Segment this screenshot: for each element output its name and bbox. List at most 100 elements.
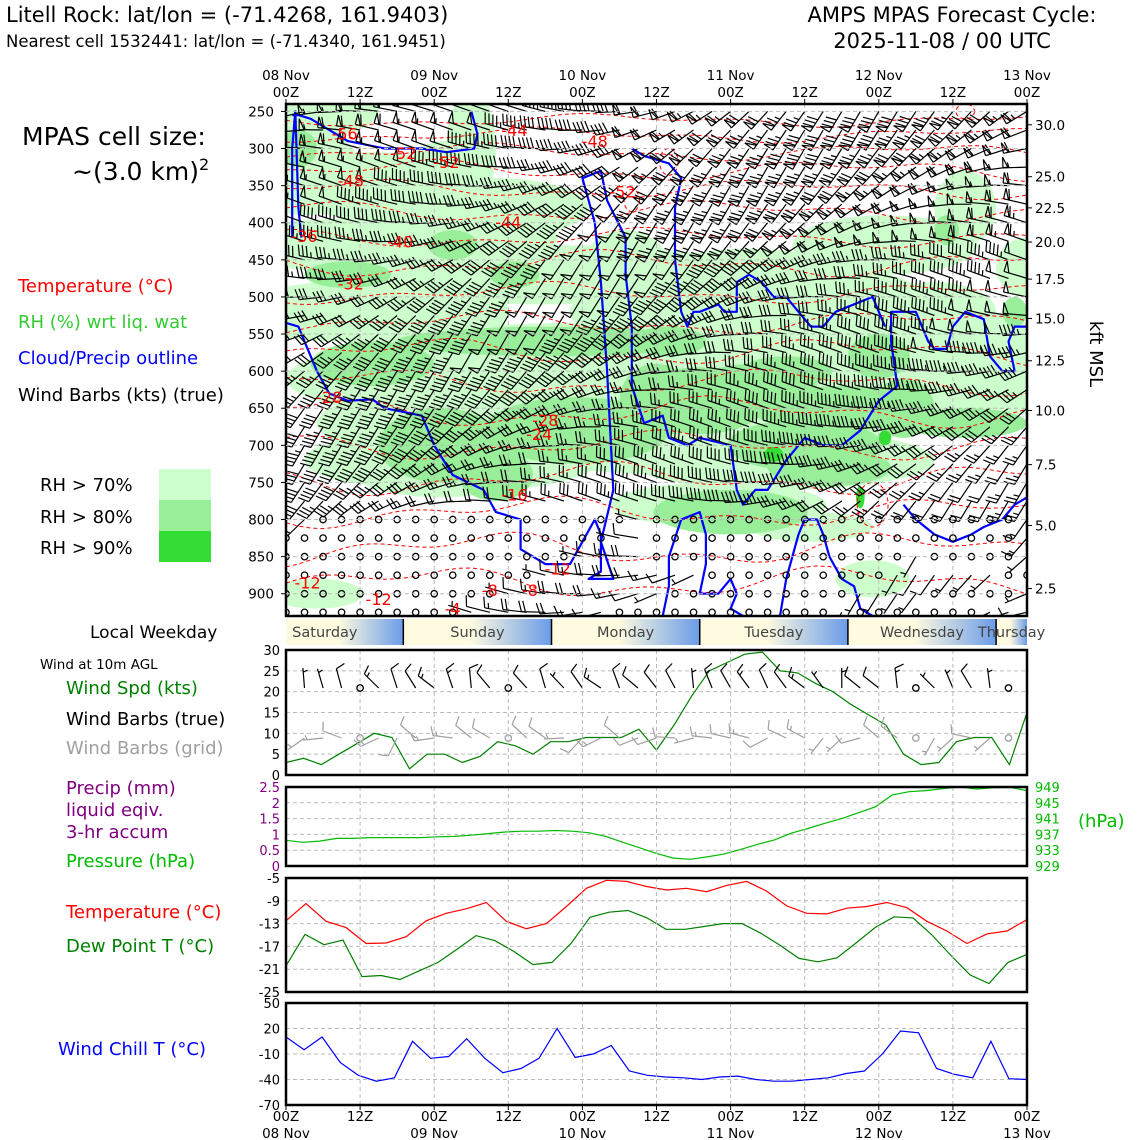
- wind-barb: [856, 571, 865, 580]
- wind-barb: [776, 287, 805, 300]
- wind-barb-true: [512, 664, 528, 689]
- wind-barb: [1004, 593, 1027, 604]
- wind-barb: [332, 248, 361, 261]
- wind-barb: [744, 408, 768, 428]
- precip-tick-label: 1.5: [259, 813, 280, 828]
- wind-barb: [984, 463, 1010, 485]
- wind-barb-true: [612, 662, 621, 689]
- cell-line: Nearest cell 1532441: lat/lon = (-71.434…: [6, 32, 446, 51]
- wind-barb: [744, 203, 769, 225]
- wind-speed-tick-label: 5: [272, 748, 280, 763]
- wind-barb-true: [335, 662, 345, 689]
- temperature-label: Temperature (°C): [65, 902, 221, 923]
- wind-barb: [446, 151, 472, 168]
- wind-barb: [516, 158, 546, 172]
- wind-barb: [833, 236, 861, 249]
- wind-barb-grid: [612, 737, 639, 746]
- wind-barb: [670, 185, 695, 207]
- wind-barb: [889, 200, 917, 212]
- wind-barb: [923, 381, 953, 395]
- wind-barb: [648, 129, 676, 143]
- wind-barb: [286, 352, 287, 354]
- wind-barb: [979, 343, 1009, 357]
- wind-barb: [781, 334, 805, 354]
- wind-barb: [503, 104, 527, 112]
- wind-barb: [946, 193, 972, 205]
- wind-barb: [315, 246, 342, 261]
- wind-barb: [286, 389, 305, 408]
- wind-barb: [814, 239, 843, 251]
- wind-barb: [539, 333, 565, 355]
- wind-barb: [667, 129, 694, 145]
- wind-barb: [727, 185, 750, 207]
- time-tick-hour: 00Z: [421, 85, 447, 101]
- wind-barb: [388, 210, 416, 224]
- pressure-tick-label: 400: [248, 216, 274, 232]
- wind-barb: [534, 389, 565, 403]
- wind-barb: [941, 406, 972, 419]
- wind-barb: [708, 534, 716, 542]
- wind-barb: [968, 611, 991, 616]
- cycle-time: 2025-11-08 / 00 UTC: [833, 29, 1051, 53]
- wind-barb: [874, 129, 898, 151]
- wind-barb: [761, 222, 787, 241]
- wind-barb: [892, 315, 917, 335]
- wind-barb: [963, 444, 991, 464]
- wind-barb: [411, 130, 435, 150]
- time-tick-date: 08 Nov: [262, 68, 310, 84]
- wind-barb: [665, 296, 694, 313]
- wind-barb: [333, 352, 361, 371]
- wind-barb: [708, 203, 732, 226]
- wind-barb: [460, 459, 490, 471]
- weekday-label: Wednesday: [880, 625, 964, 641]
- wind-barb: [355, 186, 379, 205]
- wind-barb: [442, 476, 472, 488]
- wind-barb: [966, 240, 991, 261]
- temperature-contour-label: -8: [522, 581, 538, 600]
- wind-barb: [297, 244, 324, 261]
- wind-barb: [964, 110, 991, 128]
- wind-barb: [317, 116, 342, 131]
- wind-barb: [775, 497, 805, 511]
- wind-barb: [560, 296, 583, 319]
- cycle-title: AMPS MPAS Forecast Cycle:: [808, 3, 1097, 27]
- wind-barb-grid: [921, 737, 935, 756]
- temperature-contour: [286, 495, 1027, 530]
- wind-barb: [444, 407, 472, 427]
- wind-barb: [286, 352, 305, 365]
- precip-label-2: liquid eqiv.: [66, 800, 163, 821]
- wind-barb: [612, 411, 639, 428]
- wind-barb: [515, 406, 546, 420]
- wind-barb: [742, 240, 769, 259]
- wind-barb: [500, 259, 528, 279]
- rh80-region: [1002, 296, 1027, 327]
- wind-barb: [299, 426, 324, 449]
- wind-barb: [762, 111, 787, 131]
- wind-barb-grid: [287, 737, 305, 751]
- pressure-tick-label: 300: [248, 142, 274, 158]
- wind-barb: [838, 129, 861, 152]
- wind-barb: [478, 198, 509, 212]
- wind-barb: [596, 222, 620, 243]
- wind-barb: [556, 333, 583, 354]
- time-tick-date-bottom: 12 Nov: [855, 1126, 903, 1140]
- wind-barb: [572, 352, 602, 368]
- wind-barb: [948, 277, 972, 298]
- wind-barb: [367, 274, 398, 288]
- wind-barb: [854, 166, 880, 186]
- pressure-tick-label: 250: [248, 104, 274, 120]
- wind-barb: [299, 150, 324, 168]
- wind-barb: [947, 208, 972, 224]
- wind-barb: [1004, 589, 1013, 598]
- wind-barb: [832, 500, 861, 517]
- wind-barb: [890, 148, 917, 167]
- wind-barb: [574, 562, 601, 576]
- wind-barb: [756, 495, 787, 508]
- wind-barb-true: [844, 666, 861, 689]
- wind-barb: [942, 426, 972, 441]
- time-tick-hour: 12Z: [791, 85, 817, 101]
- wind-barb: [961, 426, 991, 443]
- wind-barb: [893, 111, 917, 133]
- wind-barb: [504, 534, 513, 542]
- wind-barb: [356, 571, 364, 580]
